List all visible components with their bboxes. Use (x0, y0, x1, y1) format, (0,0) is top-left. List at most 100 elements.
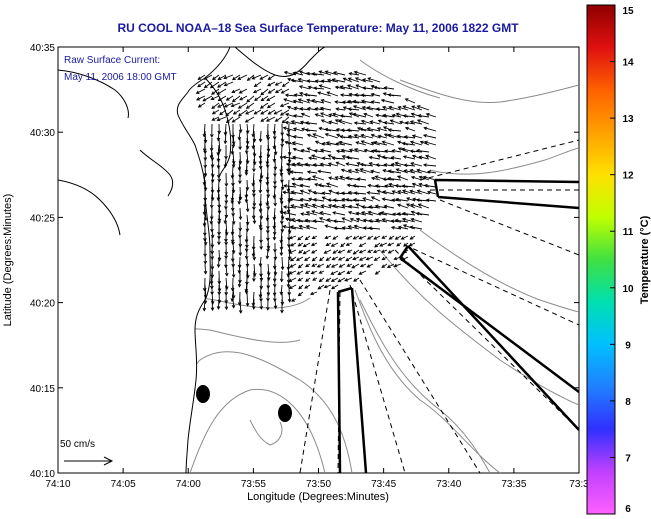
current-vector (325, 141, 339, 146)
current-vector (425, 198, 437, 203)
current-vector (353, 191, 367, 195)
current-vector (346, 249, 353, 253)
current-vector (266, 95, 276, 101)
current-vector (394, 184, 409, 188)
current-vector (328, 176, 339, 181)
current-vector (283, 70, 297, 76)
current-vector (340, 148, 353, 153)
current-vector (427, 170, 437, 174)
current-vector (383, 204, 395, 209)
current-vector (426, 190, 437, 195)
current-vector (319, 106, 332, 111)
current-vector (338, 140, 353, 146)
current-vector (245, 109, 255, 115)
current-vector (403, 169, 416, 174)
current-vector (320, 99, 332, 104)
current-vector (345, 162, 360, 167)
current-vector (401, 211, 416, 216)
current-vector (245, 291, 250, 307)
current-vector (346, 84, 360, 90)
current-vector (390, 225, 402, 230)
current-vector (225, 109, 234, 117)
current-vector (274, 116, 283, 122)
current-vector (374, 242, 381, 248)
current-vector (239, 95, 248, 101)
current-vector (291, 141, 304, 146)
current-vector (330, 270, 339, 275)
current-vector (366, 263, 374, 268)
current-vector (359, 168, 374, 174)
current-vector (223, 74, 234, 80)
current-vector (415, 198, 430, 202)
current-vector (197, 102, 206, 108)
current-vector (306, 98, 318, 104)
current-vector (348, 71, 360, 76)
current-vector (347, 134, 360, 139)
current-vector (411, 154, 423, 160)
current-vector (383, 163, 395, 167)
current-vector (260, 109, 269, 115)
current-vector (304, 128, 318, 132)
current-vector (267, 88, 276, 94)
current-vector (225, 116, 234, 124)
x-axis-ticks: 74:10 74:05 74:00 73:55 73:50 73:45 73:40 73:35… (45, 47, 589, 490)
current-vector (346, 263, 353, 267)
current-vector (318, 70, 332, 76)
current-vector (325, 182, 339, 188)
current-vector (302, 249, 311, 255)
current-vector (326, 263, 332, 269)
current-vector (238, 242, 243, 257)
current-vector (394, 218, 409, 223)
current-vector (252, 214, 257, 225)
current-vector (265, 151, 270, 166)
y-tick-label: 40:15 (30, 384, 55, 395)
current-vector (408, 242, 416, 247)
current-vector (345, 242, 353, 247)
current-vector (300, 212, 311, 216)
current-vector (391, 190, 402, 195)
radar-beams (336, 178, 579, 473)
current-vector (383, 86, 395, 90)
current-vector (298, 284, 304, 290)
current-vector (347, 225, 360, 230)
colorbar-tick-label: 12 (622, 171, 634, 182)
current-vector (312, 190, 325, 195)
current-vector (231, 95, 241, 103)
current-vector (370, 176, 381, 181)
current-vector (312, 219, 325, 223)
current-vector (325, 277, 332, 282)
current-vector (335, 128, 346, 132)
current-vector (360, 93, 374, 98)
current-vector (381, 140, 395, 146)
current-vector (203, 74, 213, 80)
current-vector (288, 284, 297, 289)
current-vector (347, 107, 360, 111)
current-vector (403, 163, 416, 167)
current-vector (362, 197, 374, 202)
current-vector (387, 128, 402, 132)
current-vector (274, 88, 283, 93)
current-vector (332, 198, 346, 202)
y-axis-ticks: 40:35 40:30 40:25 40:20 40:15 40:10 (30, 43, 579, 480)
current-vector (380, 211, 395, 216)
current-vector (373, 140, 388, 146)
current-vector (409, 120, 423, 125)
current-vector (379, 242, 388, 247)
staten-island (58, 69, 129, 119)
current-vector (251, 207, 256, 220)
current-vector (286, 123, 291, 134)
current-vector (203, 81, 213, 89)
current-vector (391, 149, 402, 153)
current-vector (354, 93, 367, 97)
current-vector (411, 105, 423, 111)
current-vector (341, 226, 353, 230)
current-vector (373, 85, 388, 90)
current-vector (297, 291, 304, 297)
current-vector (289, 263, 297, 268)
current-vector (381, 155, 395, 160)
current-vector (300, 112, 311, 118)
current-vector (282, 126, 297, 132)
current-vector (352, 256, 360, 261)
current-vector (377, 134, 388, 139)
current-vector (319, 211, 332, 216)
